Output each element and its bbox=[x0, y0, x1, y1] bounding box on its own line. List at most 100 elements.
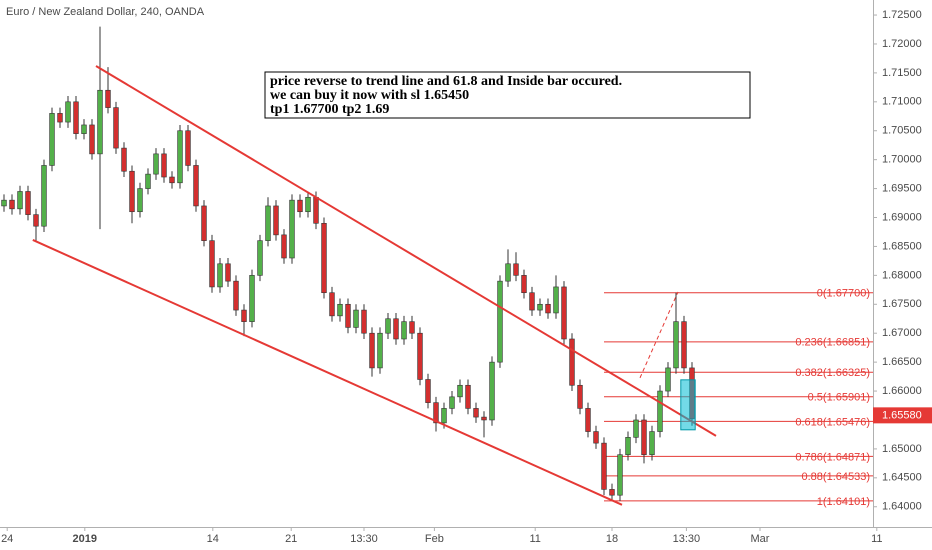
candle-body bbox=[585, 408, 591, 432]
x-tick-label: 24 bbox=[1, 533, 13, 545]
highlight-box bbox=[680, 379, 696, 431]
y-tick-label: 1.64000 bbox=[882, 501, 922, 513]
candle-body bbox=[65, 101, 71, 123]
trend-line bbox=[95, 65, 717, 437]
candle-body bbox=[449, 396, 455, 409]
fib-label: 0(1.67700) bbox=[817, 288, 870, 300]
candle-body bbox=[673, 321, 679, 369]
candle-body bbox=[145, 173, 151, 189]
candle-body bbox=[281, 234, 287, 259]
candle-body bbox=[577, 384, 583, 409]
candle-body bbox=[113, 107, 119, 149]
candle-body bbox=[521, 275, 527, 294]
candle-body bbox=[121, 147, 127, 172]
annotation-line: tp1 1.67700 tp2 1.69 bbox=[270, 102, 389, 117]
candle-body bbox=[1, 199, 7, 207]
y-tick-label: 1.64500 bbox=[882, 472, 922, 484]
candle-body bbox=[473, 408, 479, 418]
candle-body bbox=[233, 280, 239, 311]
candle-body bbox=[433, 402, 439, 424]
x-tick-label: 2019 bbox=[73, 533, 97, 545]
fib-label: 0.786(1.64871) bbox=[795, 451, 870, 463]
x-tick-label: 11 bbox=[871, 533, 882, 545]
candle-body bbox=[457, 384, 463, 398]
y-tick-label: 1.66500 bbox=[882, 356, 922, 368]
candle-body bbox=[553, 286, 559, 314]
x-tick-label: 18 bbox=[606, 533, 618, 545]
candle-body bbox=[385, 318, 391, 334]
candle-body bbox=[601, 442, 607, 490]
y-tick-label: 1.72500 bbox=[882, 9, 922, 21]
candle-body bbox=[129, 170, 135, 213]
candle-body bbox=[425, 379, 431, 403]
candle-body bbox=[225, 263, 231, 282]
trend-line bbox=[32, 239, 623, 506]
y-tick-label: 1.65000 bbox=[882, 443, 922, 455]
candle-body bbox=[441, 408, 447, 424]
candle-body bbox=[361, 309, 367, 334]
candle-body bbox=[465, 384, 471, 409]
candle-body bbox=[265, 205, 271, 241]
x-tick-label: Mar bbox=[751, 533, 770, 545]
candle-body bbox=[33, 214, 39, 227]
y-tick-label: 1.66000 bbox=[882, 385, 922, 397]
candle-body bbox=[657, 390, 663, 432]
candle-body bbox=[537, 303, 543, 311]
y-tick-label: 1.70500 bbox=[882, 125, 922, 137]
last-price-badge bbox=[873, 407, 932, 424]
candle-body bbox=[497, 280, 503, 363]
candle-body bbox=[545, 303, 551, 314]
candle-body bbox=[297, 199, 303, 213]
candle-body bbox=[513, 263, 519, 276]
x-tick-label: 13:30 bbox=[350, 533, 378, 545]
candle-body bbox=[681, 321, 687, 369]
candle-body bbox=[505, 263, 511, 282]
candle-body bbox=[337, 303, 343, 317]
candle-body bbox=[625, 437, 631, 455]
fib-label: 0.618(1.65476) bbox=[795, 416, 870, 428]
x-tick-label: 21 bbox=[285, 533, 297, 545]
candle-body bbox=[321, 222, 327, 294]
candle-body bbox=[177, 130, 183, 184]
fib-label: 0.236(1.66851) bbox=[795, 337, 870, 349]
candle-body bbox=[369, 332, 375, 369]
y-tick-label: 1.69000 bbox=[882, 211, 922, 223]
candle-body bbox=[249, 275, 255, 322]
candle-body bbox=[569, 338, 575, 386]
candle-body bbox=[73, 101, 79, 134]
dashed-line bbox=[639, 291, 679, 379]
candle-body bbox=[153, 153, 159, 175]
candle-body bbox=[529, 292, 535, 311]
candle-body bbox=[273, 205, 279, 236]
candle-body bbox=[41, 165, 47, 227]
y-tick-label: 1.68000 bbox=[882, 269, 922, 281]
last-price-label: 1.65580 bbox=[882, 409, 922, 421]
candle-body bbox=[209, 240, 215, 288]
candle-body bbox=[481, 416, 487, 421]
candle-body bbox=[641, 419, 647, 455]
candle-body bbox=[49, 113, 55, 166]
candle-body bbox=[393, 318, 399, 340]
candle-body bbox=[305, 196, 311, 213]
x-tick-label: 14 bbox=[207, 533, 219, 545]
y-tick-label: 1.71000 bbox=[882, 96, 922, 108]
candle-body bbox=[649, 431, 655, 455]
candle-body bbox=[345, 303, 351, 328]
candle-body bbox=[241, 309, 247, 322]
fib-label: 0.382(1.66325) bbox=[795, 367, 870, 379]
candle-body bbox=[417, 332, 423, 380]
candle-body bbox=[609, 489, 615, 496]
candle-body bbox=[9, 199, 15, 210]
candle-body bbox=[105, 89, 111, 108]
candle-body bbox=[665, 367, 671, 392]
candle-body bbox=[169, 176, 175, 184]
fib-label: 1(1.64101) bbox=[817, 496, 870, 508]
chart-title: Euro / New Zealand Dollar, 240, OANDA bbox=[6, 6, 205, 18]
y-tick-label: 1.69500 bbox=[882, 182, 922, 194]
candle-body bbox=[137, 188, 143, 213]
y-tick-label: 1.68500 bbox=[882, 240, 922, 252]
y-tick-label: 1.67000 bbox=[882, 327, 922, 339]
y-tick-label: 1.70000 bbox=[882, 154, 922, 166]
annotation-line: price reverse to trend line and 61.8 and… bbox=[270, 74, 622, 89]
